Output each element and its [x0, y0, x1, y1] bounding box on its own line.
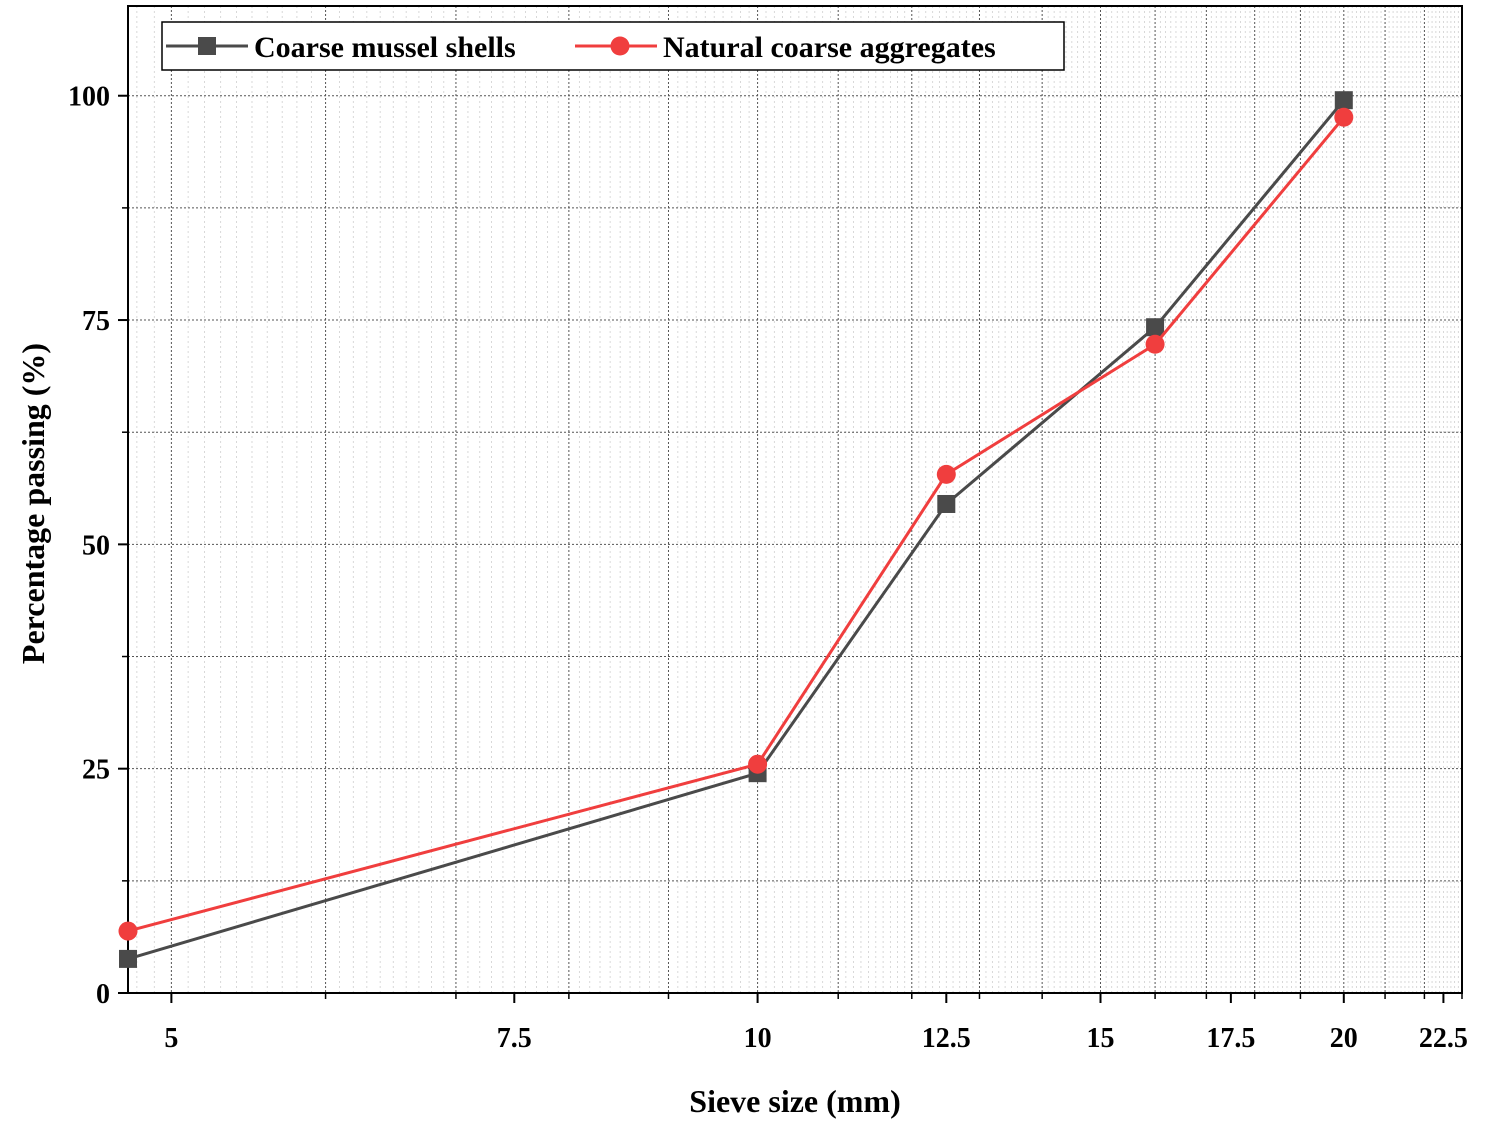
legend-item: Coarse mussel shells — [166, 31, 516, 64]
data-point — [1334, 91, 1353, 110]
minor-gridlines — [136, 6, 1459, 993]
x-tick-label: 7.5 — [497, 1023, 532, 1054]
x-axis-ticks: 5 7.5 10 12.5 15 17.5 20 22.5 — [164, 993, 1468, 1054]
data-point — [1145, 334, 1165, 354]
data-point — [748, 754, 768, 774]
y-axis-title: Percentage passing (%) — [15, 343, 51, 664]
y-tick-label: 0 — [96, 979, 110, 1010]
series-layer — [118, 91, 1354, 968]
legend-marker — [198, 37, 216, 55]
series-2 — [118, 107, 1354, 941]
y-axis-ticks: 0 25 50 75 100 — [68, 82, 128, 1010]
data-point — [1146, 318, 1165, 337]
x-tick-label: 20 — [1330, 1023, 1358, 1054]
data-point — [119, 949, 137, 968]
legend-label: Natural coarse aggregates — [663, 31, 996, 64]
y-tick-label: 75 — [82, 306, 110, 337]
x-tick-label: 12.5 — [922, 1023, 971, 1054]
data-point — [118, 921, 138, 941]
y-tick-label: 50 — [82, 530, 110, 561]
legend: Coarse mussel shells Natural coarse aggre… — [161, 21, 1065, 71]
x-tick-label: 10 — [744, 1023, 772, 1054]
series-1 — [119, 91, 1353, 968]
legend-marker — [610, 36, 630, 56]
legend-label: Coarse mussel shells — [254, 31, 516, 64]
y-tick-label: 100 — [68, 82, 110, 113]
x-tick-label: 5 — [164, 1023, 178, 1054]
x-tick-label: 22.5 — [1419, 1023, 1468, 1054]
x-tick-label: 17.5 — [1206, 1023, 1255, 1054]
data-point — [937, 494, 956, 513]
major-gridlines — [128, 6, 1463, 993]
x-axis-title: Sieve size (mm) — [689, 1083, 900, 1119]
data-point — [1334, 107, 1354, 127]
series-line — [127, 99, 1345, 961]
data-point — [936, 464, 956, 484]
plot-frame — [127, 5, 1463, 994]
legend-item: Natural coarse aggregates — [575, 31, 996, 64]
x-tick-label: 15 — [1087, 1023, 1115, 1054]
y-tick-label: 25 — [82, 755, 110, 786]
series-line — [127, 116, 1345, 933]
